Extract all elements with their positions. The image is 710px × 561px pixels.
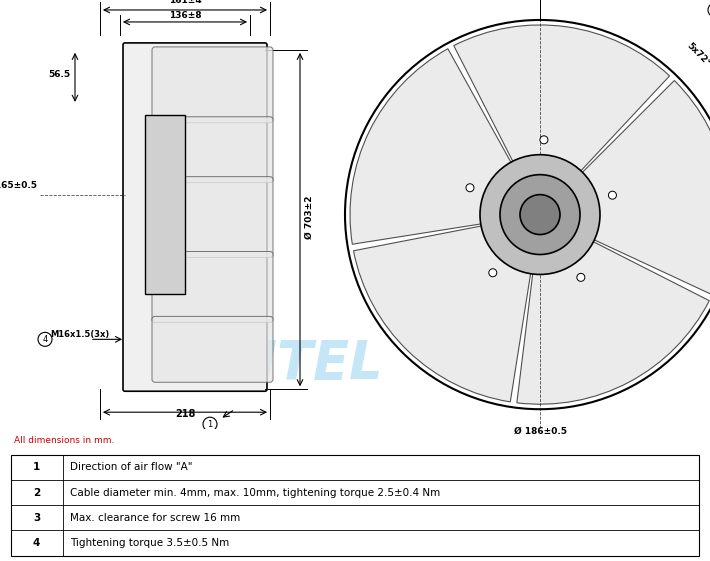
Text: Ø 186±0.5: Ø 186±0.5: [513, 427, 567, 436]
Text: Direction of air flow "A": Direction of air flow "A": [70, 462, 192, 472]
Circle shape: [500, 174, 580, 255]
Text: 4: 4: [43, 335, 48, 344]
Circle shape: [466, 184, 474, 192]
Wedge shape: [517, 240, 709, 404]
Text: 136±8: 136±8: [169, 11, 202, 20]
Wedge shape: [354, 225, 531, 402]
Text: VENTEL: VENTEL: [157, 338, 383, 390]
Circle shape: [488, 269, 497, 277]
FancyBboxPatch shape: [152, 117, 273, 183]
Text: 1: 1: [207, 420, 212, 429]
Text: Cable diameter min. 4mm, max. 10mm, tightening torque 2.5±0.4 Nm: Cable diameter min. 4mm, max. 10mm, tigh…: [70, 488, 440, 498]
Text: 5x72°: 5x72°: [685, 42, 710, 68]
FancyBboxPatch shape: [123, 43, 267, 391]
Text: 56.5: 56.5: [48, 70, 70, 79]
Wedge shape: [579, 80, 710, 295]
Bar: [11, 454, 699, 555]
Circle shape: [480, 155, 600, 274]
Circle shape: [577, 273, 585, 282]
FancyBboxPatch shape: [152, 177, 273, 257]
Text: Tightening torque 3.5±0.5 Nm: Tightening torque 3.5±0.5 Nm: [70, 538, 229, 548]
Circle shape: [608, 191, 616, 199]
Circle shape: [38, 332, 52, 346]
Wedge shape: [454, 25, 670, 174]
Text: All dimensions in mm.: All dimensions in mm.: [14, 436, 114, 445]
FancyBboxPatch shape: [152, 47, 273, 123]
Text: 1: 1: [33, 462, 40, 472]
Wedge shape: [350, 49, 513, 244]
Text: M16x1.5(3x): M16x1.5(3x): [50, 330, 109, 339]
FancyBboxPatch shape: [152, 316, 273, 382]
Text: Ø 703±2: Ø 703±2: [305, 196, 314, 240]
Circle shape: [520, 195, 560, 234]
Text: 218: 218: [175, 409, 195, 419]
Text: Max. clearance for screw 16 mm: Max. clearance for screw 16 mm: [70, 513, 240, 523]
Text: 3: 3: [33, 513, 40, 523]
Circle shape: [505, 180, 575, 250]
FancyBboxPatch shape: [152, 251, 273, 323]
Circle shape: [203, 417, 217, 431]
Text: 161±4: 161±4: [169, 0, 202, 5]
Text: 2: 2: [33, 488, 40, 498]
Text: Ø 200: Ø 200: [525, 456, 555, 465]
Text: 4: 4: [33, 538, 40, 548]
Circle shape: [708, 3, 710, 17]
Bar: [145, 115, 185, 295]
Text: Ø 165±0.5: Ø 165±0.5: [0, 181, 37, 190]
Circle shape: [540, 136, 548, 144]
